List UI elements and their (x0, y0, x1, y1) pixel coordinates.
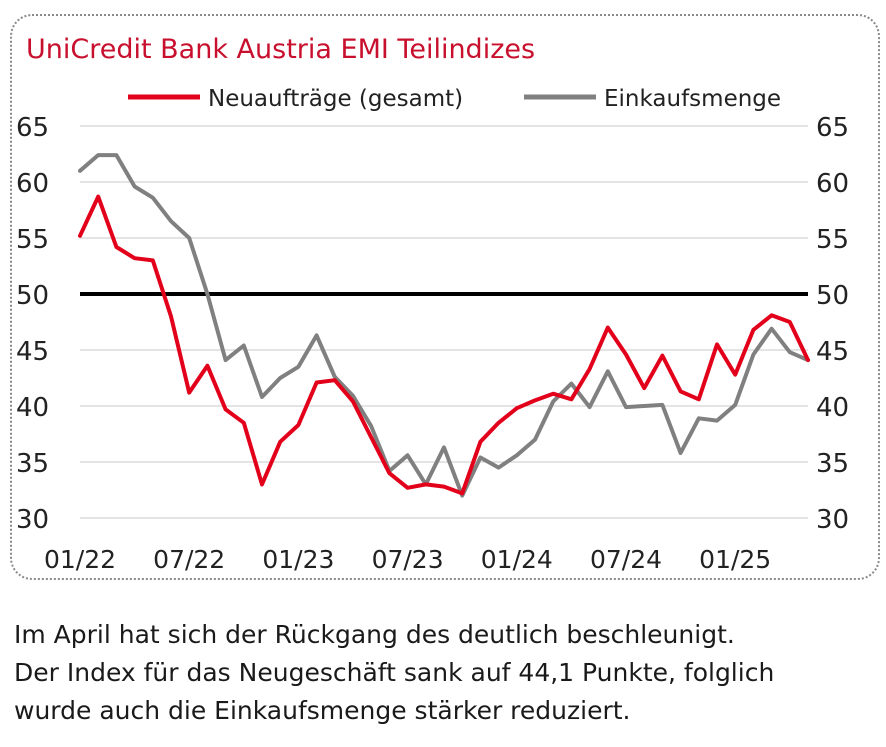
legend-label: Neuaufträge (gesamt) (208, 86, 463, 112)
y-tick-label: 40 (816, 393, 849, 423)
y-tick-label: 40 (16, 393, 49, 423)
x-tick-label: 07/22 (153, 545, 225, 574)
y-tick-label: 50 (16, 281, 49, 311)
x-tick-label: 07/24 (590, 545, 662, 574)
caption-line-1: Im April hat sich der Rückgang des deutl… (14, 620, 735, 649)
y-tick-label: 50 (816, 281, 849, 311)
y-tick-label: 55 (816, 225, 849, 255)
x-tick-label: 01/22 (44, 545, 116, 574)
caption-line-3: wurde auch die Einkaufsmenge stärker red… (14, 696, 631, 725)
x-axis: 01/22 07/22 01/23 07/23 01/24 07/24 01/25 (44, 545, 771, 574)
x-tick-label: 07/23 (372, 545, 444, 574)
y-tick-label: 60 (816, 169, 849, 199)
series-layer (78, 153, 810, 498)
y-tick-label: 65 (16, 113, 49, 143)
y-tick-label: 55 (16, 225, 49, 255)
y-tick-label: 45 (16, 337, 49, 367)
series-line (78, 153, 810, 498)
y-axis-left: 30 35 40 45 50 55 60 65 (16, 113, 49, 535)
y-tick-label: 35 (16, 449, 49, 479)
y-axis-right: 30 35 40 45 50 55 60 65 (816, 113, 849, 535)
x-tick-label: 01/24 (481, 545, 553, 574)
y-tick-label: 35 (816, 449, 849, 479)
y-tick-label: 30 (816, 505, 849, 535)
chart: UniCredit Bank Austria EMI Teilindizes N… (16, 34, 849, 574)
legend-label: Einkaufsmenge (604, 86, 781, 112)
legend: Neuaufträge (gesamt) Einkaufsmenge (128, 86, 781, 112)
gridlines (80, 125, 808, 519)
y-tick-label: 30 (16, 505, 49, 535)
y-tick-label: 60 (16, 169, 49, 199)
chart-title: UniCredit Bank Austria EMI Teilindizes (26, 34, 535, 65)
x-tick-label: 01/23 (262, 545, 334, 574)
x-tick-label: 01/25 (699, 545, 771, 574)
caption: Im April hat sich der Rückgang des deutl… (14, 616, 880, 730)
y-tick-label: 45 (816, 337, 849, 367)
chart-frame (10, 14, 880, 580)
y-tick-label: 65 (816, 113, 849, 143)
caption-line-2: Der Index für das Neugeschäft sank auf 4… (14, 658, 775, 687)
